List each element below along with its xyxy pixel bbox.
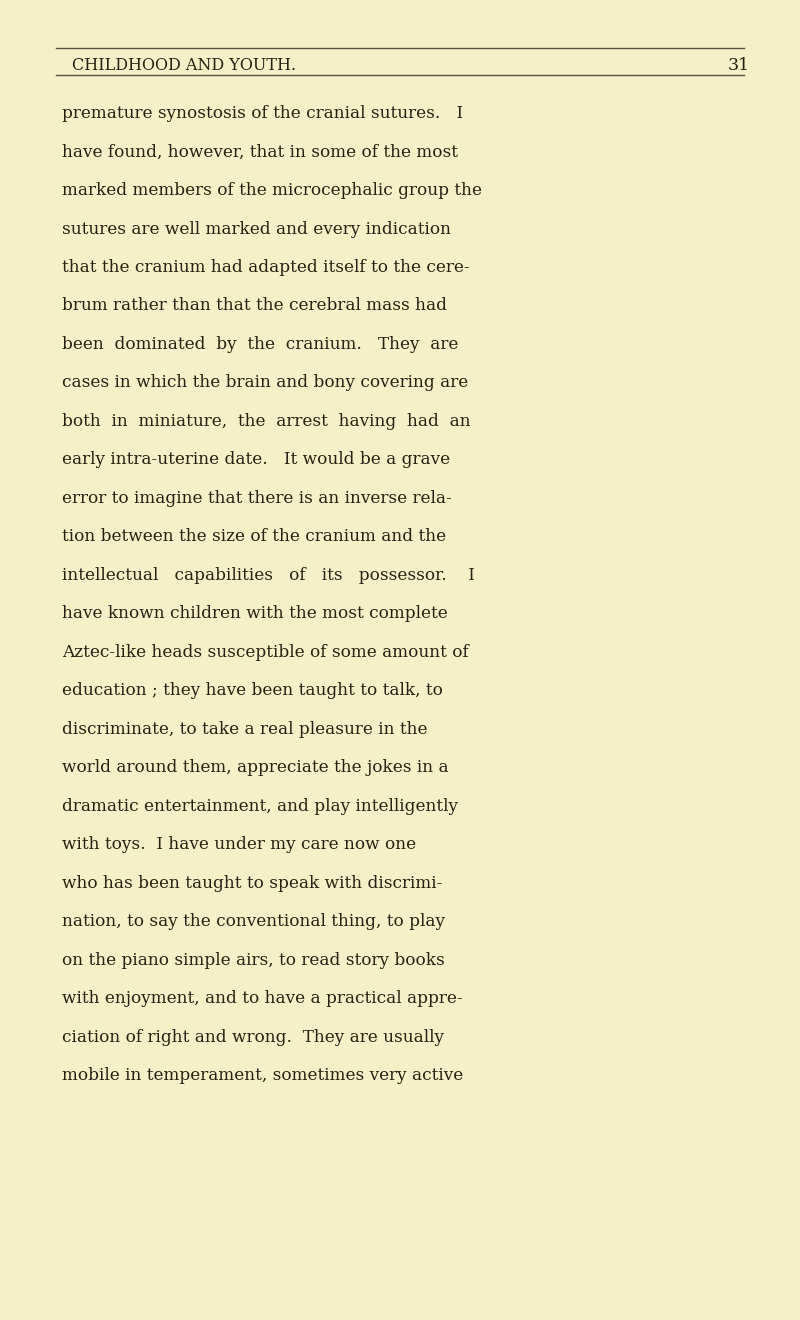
Text: both  in  miniature,  the  arrest  having  had  an: both in miniature, the arrest having had… [62, 413, 470, 430]
Text: intellectual   capabilities   of   its   possessor.    I: intellectual capabilities of its possess… [62, 568, 475, 583]
Text: tion between the size of the cranium and the: tion between the size of the cranium and… [62, 528, 446, 545]
Text: have found, however, that in some of the most: have found, however, that in some of the… [62, 144, 458, 161]
Text: world around them, appreciate the jokes in a: world around them, appreciate the jokes … [62, 759, 449, 776]
Text: that the cranium had adapted itself to the cere-: that the cranium had adapted itself to t… [62, 259, 470, 276]
Text: cases in which the brain and bony covering are: cases in which the brain and bony coveri… [62, 375, 468, 392]
Text: discriminate, to take a real pleasure in the: discriminate, to take a real pleasure in… [62, 721, 427, 738]
Text: early intra-uterine date.   It would be a grave: early intra-uterine date. It would be a … [62, 451, 450, 469]
Text: with toys.  I have under my care now one: with toys. I have under my care now one [62, 837, 416, 854]
Text: premature synostosis of the cranial sutures.   I: premature synostosis of the cranial sutu… [62, 106, 463, 121]
Text: Aztec-like heads susceptible of some amount of: Aztec-like heads susceptible of some amo… [62, 644, 469, 661]
Text: 31: 31 [728, 57, 750, 74]
Text: on the piano simple airs, to read story books: on the piano simple airs, to read story … [62, 952, 445, 969]
Text: brum rather than that the cerebral mass had: brum rather than that the cerebral mass … [62, 297, 447, 314]
Text: with enjoyment, and to have a practical appre-: with enjoyment, and to have a practical … [62, 990, 462, 1007]
Text: marked members of the microcephalic group the: marked members of the microcephalic grou… [62, 182, 482, 199]
Text: sutures are well marked and every indication: sutures are well marked and every indica… [62, 220, 451, 238]
Text: error to imagine that there is an inverse rela-: error to imagine that there is an invers… [62, 490, 452, 507]
Text: ciation of right and wrong.  They are usually: ciation of right and wrong. They are usu… [62, 1030, 444, 1045]
Text: who has been taught to speak with discrimi-: who has been taught to speak with discri… [62, 875, 442, 892]
Text: CHILDHOOD AND YOUTH.: CHILDHOOD AND YOUTH. [72, 57, 296, 74]
Text: have known children with the most complete: have known children with the most comple… [62, 606, 448, 623]
Text: been  dominated  by  the  cranium.   They  are: been dominated by the cranium. They are [62, 337, 458, 352]
Text: mobile in temperament, sometimes very active: mobile in temperament, sometimes very ac… [62, 1068, 463, 1085]
Text: nation, to say the conventional thing, to play: nation, to say the conventional thing, t… [62, 913, 445, 931]
Text: education ; they have been taught to talk, to: education ; they have been taught to tal… [62, 682, 443, 700]
Text: dramatic entertainment, and play intelligently: dramatic entertainment, and play intelli… [62, 799, 458, 814]
